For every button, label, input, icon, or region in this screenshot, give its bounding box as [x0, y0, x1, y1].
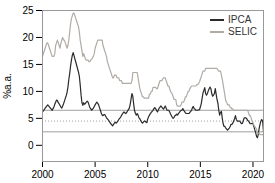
- svg-text:15: 15: [22, 59, 34, 70]
- html-text:IPCA: IPCA: [228, 14, 252, 25]
- svg-text:%a.a.: %a.a.: [2, 73, 13, 99]
- svg-text:2010: 2010: [137, 169, 160, 180]
- svg-text:20: 20: [22, 32, 34, 43]
- html-text:SELIC: SELIC: [228, 26, 257, 37]
- svg-text:25: 25: [22, 5, 34, 16]
- svg-text:2015: 2015: [189, 169, 212, 180]
- svg-text:2020: 2020: [242, 169, 265, 180]
- svg-text:2005: 2005: [84, 169, 107, 180]
- svg-text:10: 10: [22, 86, 34, 97]
- svg-text:5: 5: [28, 113, 34, 124]
- svg-text:2000: 2000: [31, 169, 54, 180]
- svg-text:0: 0: [28, 140, 34, 151]
